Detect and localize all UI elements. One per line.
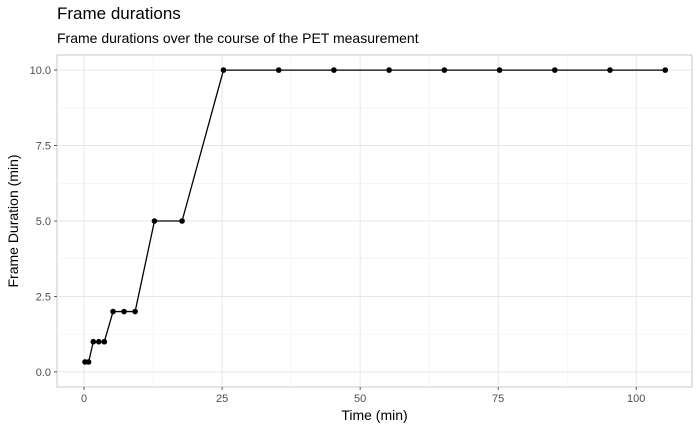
data-point-15 [496, 67, 503, 73]
data-point-5 [110, 308, 116, 315]
data-point-11 [275, 67, 282, 73]
y-tick-label-4: 10.0 [30, 65, 51, 77]
data-point-8 [151, 218, 158, 224]
series-layer [82, 67, 669, 365]
ticks-layer: 0 25 50 75 100 0.0 2.5 5.0 7.5 10.0 [30, 65, 646, 405]
data-point-9 [179, 218, 185, 224]
x-tick-label-0: 0 [81, 393, 87, 405]
y-tick-label-1: 2.5 [36, 291, 51, 303]
data-point-16 [551, 67, 558, 73]
chart-subtitle: Frame durations over the course of the P… [57, 30, 419, 46]
y-axis-title: Frame Duration (min) [5, 154, 21, 287]
data-point-2 [90, 338, 97, 345]
x-tick-label-1: 25 [216, 393, 228, 405]
y-tick-label-2: 5.0 [36, 216, 51, 228]
x-tick-label-4: 100 [627, 393, 645, 405]
chart-title: Frame durations [57, 4, 181, 23]
data-point-3 [95, 338, 102, 345]
data-point-6 [121, 308, 127, 315]
data-point-12 [331, 67, 337, 73]
data-point-17 [607, 67, 613, 73]
data-point-10 [220, 67, 227, 73]
x-tick-label-3: 75 [492, 393, 504, 405]
x-tick-label-2: 50 [354, 393, 366, 405]
data-point-4 [101, 338, 108, 345]
data-point-18 [662, 67, 669, 73]
x-axis-title: Time (min) [341, 407, 407, 423]
data-point-7 [132, 308, 138, 315]
data-point-1 [85, 359, 92, 365]
data-point-13 [386, 67, 392, 73]
y-tick-label-3: 7.5 [36, 141, 51, 153]
y-tick-label-0: 0.0 [36, 367, 51, 379]
data-point-14 [441, 67, 448, 73]
